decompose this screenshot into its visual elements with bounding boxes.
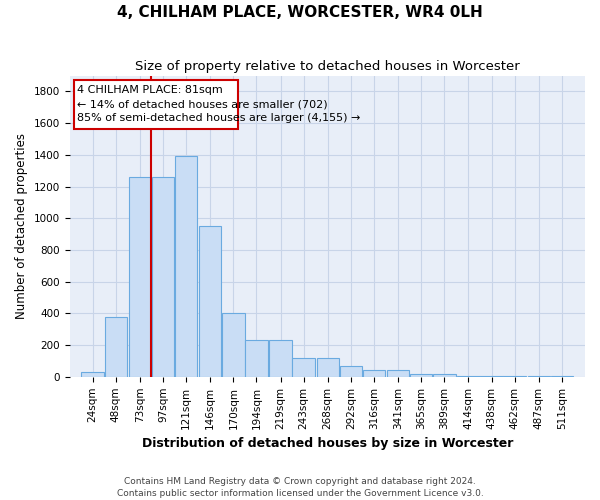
- Bar: [363, 370, 385, 377]
- Bar: [152, 177, 174, 377]
- Text: 4 CHILHAM PLACE: 81sqm
← 14% of detached houses are smaller (702)
85% of semi-de: 4 CHILHAM PLACE: 81sqm ← 14% of detached…: [77, 86, 361, 124]
- Text: Contains HM Land Registry data © Crown copyright and database right 2024.
Contai: Contains HM Land Registry data © Crown c…: [116, 476, 484, 498]
- Bar: [269, 340, 292, 377]
- Bar: [551, 376, 573, 377]
- FancyBboxPatch shape: [74, 80, 238, 130]
- Bar: [82, 372, 104, 377]
- X-axis label: Distribution of detached houses by size in Worcester: Distribution of detached houses by size …: [142, 437, 513, 450]
- Y-axis label: Number of detached properties: Number of detached properties: [15, 133, 28, 319]
- Bar: [433, 374, 455, 377]
- Bar: [104, 316, 127, 377]
- Bar: [245, 340, 268, 377]
- Bar: [292, 358, 315, 377]
- Bar: [527, 376, 550, 377]
- Bar: [340, 366, 362, 377]
- Text: 4, CHILHAM PLACE, WORCESTER, WR4 0LH: 4, CHILHAM PLACE, WORCESTER, WR4 0LH: [117, 5, 483, 20]
- Bar: [387, 370, 409, 377]
- Bar: [481, 376, 503, 377]
- Bar: [222, 312, 245, 377]
- Bar: [503, 376, 526, 377]
- Bar: [410, 374, 433, 377]
- Bar: [317, 358, 339, 377]
- Bar: [457, 376, 479, 377]
- Bar: [128, 177, 151, 377]
- Bar: [175, 156, 197, 377]
- Title: Size of property relative to detached houses in Worcester: Size of property relative to detached ho…: [135, 60, 520, 73]
- Bar: [199, 226, 221, 377]
